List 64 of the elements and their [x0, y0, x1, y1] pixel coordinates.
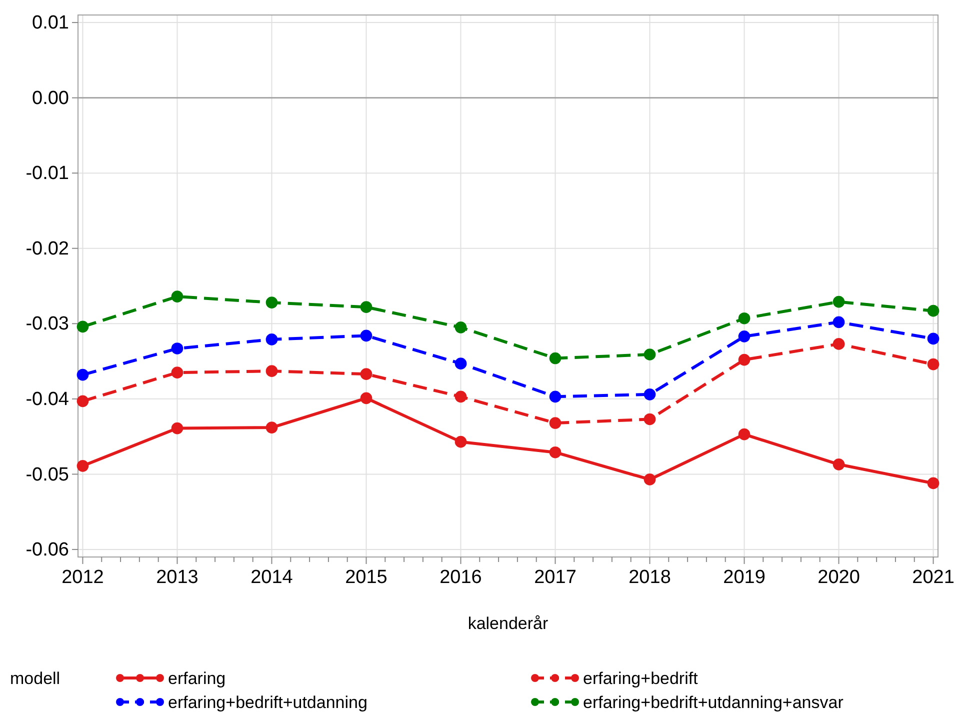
point: [76, 320, 89, 333]
x-tick-label: 2019: [723, 567, 766, 588]
point: [549, 390, 562, 403]
x-tick-label: 2020: [818, 567, 860, 588]
x-tick-label: 2017: [534, 567, 576, 588]
x-tick-label: 2018: [628, 567, 671, 588]
point: [738, 428, 750, 440]
point: [644, 348, 656, 360]
point: [76, 460, 89, 472]
point: [454, 321, 467, 334]
y-tick-label: 0.00: [32, 88, 69, 109]
point: [171, 366, 184, 378]
point: [644, 388, 656, 400]
point: [549, 417, 562, 429]
point: [738, 330, 750, 342]
point: [360, 392, 372, 404]
point: [549, 352, 562, 364]
legend-title: modell: [10, 669, 60, 688]
point: [738, 354, 750, 366]
point: [171, 290, 184, 302]
x-tick-label: 2015: [345, 567, 388, 588]
point: [927, 304, 940, 317]
point: [644, 413, 656, 426]
y-tick-label: 0.01: [32, 12, 69, 34]
point: [644, 474, 656, 486]
point: [360, 301, 372, 313]
point: [76, 368, 89, 381]
point: [832, 458, 845, 470]
point: [927, 477, 940, 490]
point: [832, 316, 845, 328]
x-tick-label: 2013: [156, 567, 198, 588]
point: [927, 332, 940, 345]
y-tick-label: -0.01: [26, 163, 69, 184]
y-tick-label: -0.04: [26, 388, 70, 410]
point: [171, 342, 184, 354]
point: [266, 422, 278, 434]
x-tick-label: 2012: [62, 567, 104, 588]
point: [360, 368, 372, 380]
x-tick-label: 2021: [912, 567, 954, 588]
point: [738, 312, 750, 324]
x-axis-title: kalenderår: [468, 614, 548, 633]
point: [266, 334, 278, 346]
y-tick-label: -0.05: [26, 464, 69, 486]
x-tick-label: 2016: [440, 567, 482, 588]
y-tick-label: -0.03: [26, 314, 69, 335]
legend-label: erfaring: [168, 669, 226, 688]
point: [454, 390, 467, 403]
point: [76, 395, 89, 408]
point: [360, 330, 372, 342]
point: [927, 358, 940, 370]
legend-label: erfaring+bedrift: [583, 669, 698, 688]
x-tick-label: 2014: [250, 567, 294, 588]
y-tick-label: -0.02: [26, 238, 69, 260]
point: [266, 296, 278, 308]
y-tick-label: -0.06: [26, 540, 69, 561]
point: [171, 422, 184, 434]
point: [832, 296, 845, 308]
point: [454, 436, 467, 448]
point: [549, 446, 562, 458]
legend-label: erfaring+bedrift+utdanning+ansvar: [583, 693, 844, 712]
point: [832, 338, 845, 350]
point: [454, 358, 467, 370]
point: [266, 365, 278, 377]
legend-label: erfaring+bedrift+utdanning: [168, 693, 368, 712]
